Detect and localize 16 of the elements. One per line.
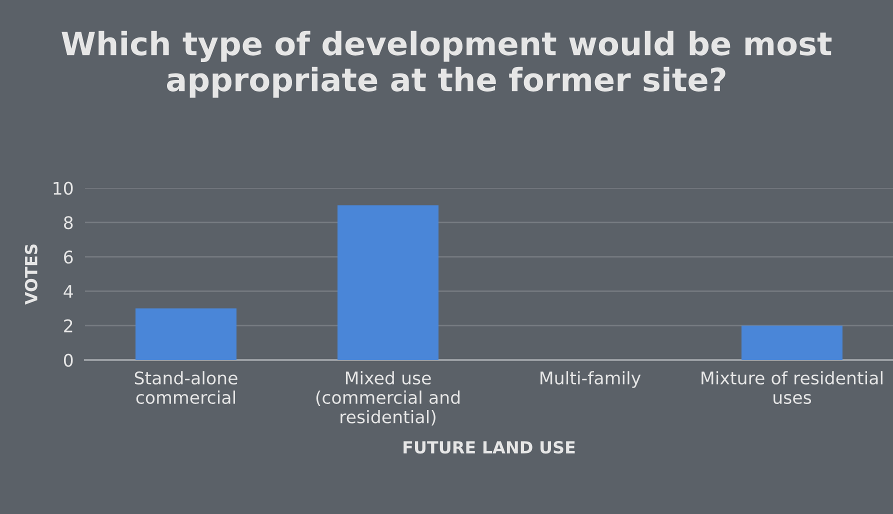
bar (742, 326, 842, 360)
x-axis-title: FUTURE LAND USE (404, 440, 575, 454)
y-tick-label: 2 (64, 319, 72, 332)
x-tick-label: Mixture of residential uses (702, 371, 882, 404)
y-tick-label: 8 (64, 216, 73, 230)
y-tick-label: 6 (64, 250, 73, 264)
x-tick-label: Stand-alone commercial (134, 371, 238, 404)
chart-title: Which type of development would be most appropriate at the former site? (62, 30, 832, 98)
bar (136, 308, 236, 360)
y-tick-label: 0 (64, 354, 73, 367)
x-tick-label: Multi-family (540, 371, 641, 388)
y-tick-label: 4 (64, 285, 73, 298)
y-axis-title: VOTES (24, 244, 38, 305)
x-tick-label: Mixed use (commercial and residential) (316, 371, 460, 426)
y-tick-label: 10 (54, 182, 73, 195)
bar (338, 205, 438, 360)
